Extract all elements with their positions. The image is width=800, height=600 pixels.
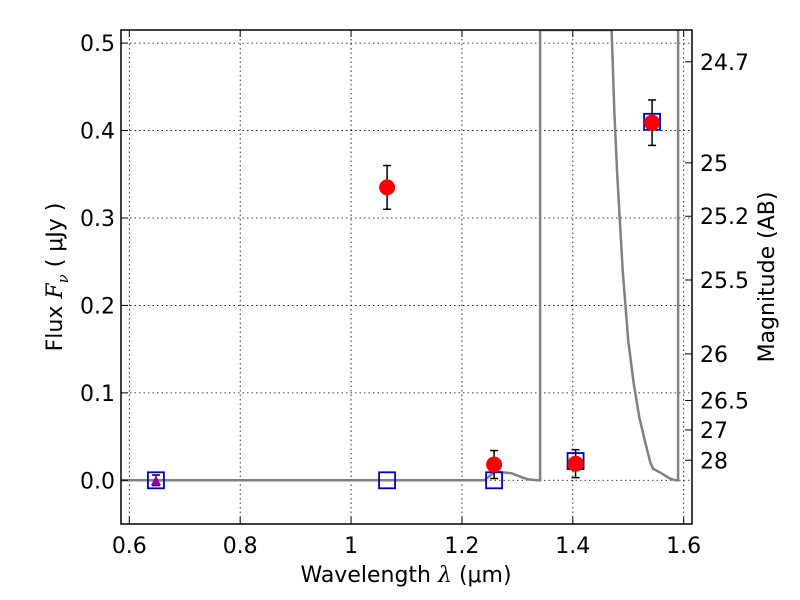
x-tick-label: 0.8 [223, 534, 258, 559]
right-tick-label: 25.5 [700, 269, 749, 294]
model-square-marker [147, 471, 165, 490]
x-axis-title: Wavelength λ (μm) [300, 563, 511, 588]
observed-point-marker [379, 179, 396, 196]
data-layer [121, 30, 680, 490]
observed-point-marker [486, 456, 503, 473]
right-tick-label: 26.5 [700, 390, 749, 415]
right-tick-label: 24.7 [700, 51, 749, 76]
right-tick-label: 25.2 [700, 205, 749, 230]
plot-frame [120, 29, 693, 525]
x-tick-label: 1 [344, 534, 358, 559]
detection-triangle-marker [150, 475, 161, 486]
x-tick-label: 1.2 [444, 534, 479, 559]
y-tick-label: 0.3 [80, 207, 115, 232]
observed-point-marker [567, 455, 584, 472]
model-square-marker [378, 471, 396, 490]
observed-point-marker [644, 114, 661, 131]
y-tick-label: 0.1 [80, 382, 115, 407]
x-tick-label: 1.4 [555, 534, 590, 559]
right-tick-label: 28 [700, 449, 728, 474]
y-tick-label: 0.2 [80, 294, 115, 319]
right-axis-title: Magnitude (AB) [755, 192, 780, 363]
x-tick-label: 0.6 [112, 534, 147, 559]
spectrum-line [121, 30, 680, 482]
right-tick-label: 26 [700, 343, 728, 368]
plot-area [121, 30, 692, 524]
x-tick-label: 1.6 [666, 534, 701, 559]
y-tick-label: 0.5 [80, 32, 115, 57]
y-tick-label: 0.0 [80, 469, 115, 494]
right-tick-label: 25 [700, 152, 728, 177]
y-tick-label: 0.4 [80, 120, 115, 145]
y-axis-title: Flux Fν ( μJy ) [43, 203, 72, 352]
axis-ticks: 0.6 0.8 1 1.2 1.4 1.6 0.0 0.1 0.2 0.3 0.4 0.5 24.7 25… [80, 30, 749, 559]
right-tick-label: 27 [700, 419, 728, 444]
